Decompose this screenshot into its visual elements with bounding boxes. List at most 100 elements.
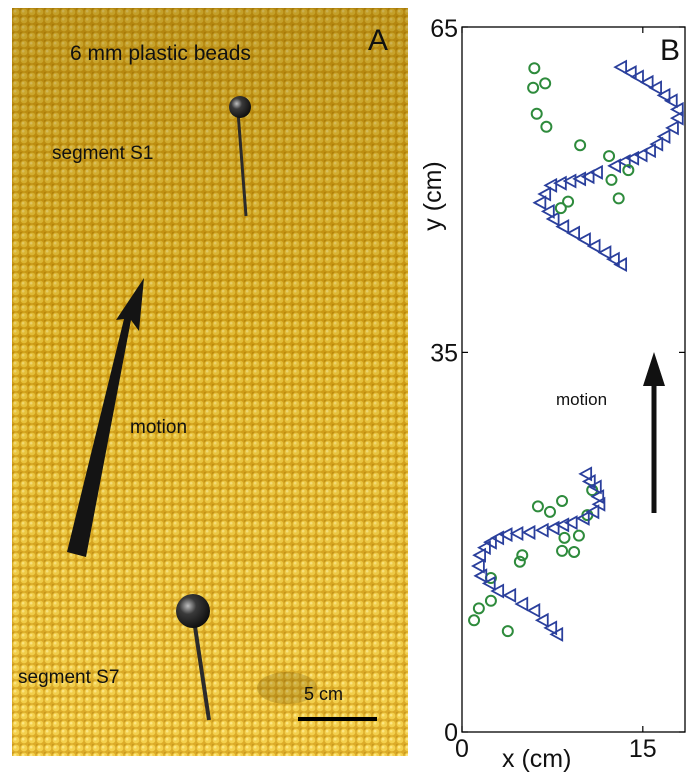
triangle-marker [585, 504, 600, 520]
triangle-marker [490, 583, 505, 599]
triangle-marker [663, 93, 678, 109]
triangle-marker [656, 87, 671, 103]
triangle-marker [472, 547, 486, 563]
triangle-marker [613, 257, 628, 273]
circle-marker [603, 150, 616, 163]
triangle-marker [543, 620, 558, 636]
triangle-marker [514, 596, 529, 612]
triangle-marker [562, 173, 577, 189]
triangle-marker [509, 525, 524, 542]
triangle-marker [590, 489, 605, 505]
triangle-marker [580, 169, 595, 185]
lighting-gradient [12, 8, 408, 756]
triangle-marker [630, 69, 644, 85]
triangle-marker [521, 524, 536, 540]
triangle-marker [473, 568, 488, 584]
panel-a-photo: A 6 mm plastic beads segment S1 motion s… [12, 8, 408, 756]
triangle-marker [586, 238, 601, 254]
triangle-marker [540, 203, 555, 219]
circle-marker [501, 625, 514, 638]
circle-marker [527, 81, 540, 94]
circle-marker [556, 494, 569, 507]
circle-marker [472, 602, 485, 615]
y-tick-label: 65 [430, 15, 458, 43]
pin-s7-shaft [192, 619, 211, 721]
triangle-marker [597, 245, 612, 261]
triangle-marker [502, 587, 517, 603]
photo-title: 6 mm plastic beads [70, 42, 251, 65]
triangle-marker [566, 225, 581, 241]
triangle-marker [669, 110, 684, 126]
circle-marker [558, 531, 571, 544]
triangle-marker [498, 527, 513, 543]
chart-motion-label: motion [556, 390, 607, 409]
triangle-marker [552, 175, 567, 191]
triangle-marker [549, 626, 564, 642]
circle-marker [554, 202, 567, 215]
circle-marker [622, 164, 635, 177]
panel-b-letter: B [660, 34, 680, 67]
circle-marker [516, 549, 529, 562]
circle-marker [540, 120, 553, 133]
circle-marker [484, 594, 497, 607]
label-segment-s1: segment S1 [52, 143, 153, 164]
triangle-marker [545, 520, 560, 536]
label-segment-s7: segment S7 [18, 667, 119, 688]
triangle-marker [665, 120, 679, 136]
panel-a-letter: A [368, 24, 388, 57]
triangle-marker [578, 466, 593, 482]
plot-frame [461, 26, 686, 733]
y-tick-label: 35 [430, 339, 458, 367]
triangle-marker [470, 558, 485, 574]
y-tick-label: 0 [444, 719, 458, 747]
triangle-marker [534, 612, 549, 628]
axis-ticks: 0 35 65 0 15 [430, 15, 685, 763]
triangle-marker [555, 517, 570, 533]
triangle-marker [622, 65, 637, 81]
triangle-marker [572, 171, 587, 187]
triangle-marker [526, 603, 541, 619]
y-axis-label: y (cm) [419, 161, 447, 230]
label-motion-photo: motion [130, 417, 187, 438]
triangle-marker [545, 211, 560, 227]
pin-shadow [257, 672, 317, 704]
x-axis-label: x (cm) [502, 745, 571, 773]
data-markers [468, 59, 684, 642]
circle-marker [528, 62, 541, 75]
triangle-marker [633, 147, 648, 163]
triangle-marker [490, 530, 505, 546]
triangle-marker [656, 129, 671, 145]
circle-marker [572, 529, 585, 542]
bead-photo-svg: A 6 mm plastic beads segment S1 motion s… [12, 8, 408, 756]
triangle-marker [534, 522, 549, 538]
scale-label: 5 cm [304, 684, 343, 704]
circle-marker [530, 107, 543, 120]
triangle-marker [613, 59, 628, 75]
triangle-marker [575, 510, 590, 526]
triangle-marker [642, 143, 656, 159]
circle-marker [568, 545, 581, 558]
pin-s7-head [176, 594, 210, 628]
pin-s1-shaft [236, 111, 248, 217]
triangle-marker [669, 101, 684, 117]
triangle-marker [581, 473, 596, 489]
triangle-marker [648, 80, 662, 96]
pin-s1-head [229, 96, 251, 118]
circle-marker [556, 544, 569, 557]
triangle-marker [587, 479, 602, 495]
triangle-marker [607, 158, 621, 174]
triangle-marker [577, 232, 591, 248]
circle-marker [574, 139, 587, 152]
motion-arrow [67, 278, 144, 557]
triangle-marker [532, 195, 547, 211]
chart-motion-arrow-head [643, 352, 665, 386]
triangle-marker [639, 74, 654, 90]
triangle-marker [563, 515, 578, 531]
circle-marker [562, 195, 575, 208]
x-tick-label: 15 [629, 735, 657, 763]
circle-marker [531, 500, 544, 513]
triangle-marker [625, 150, 640, 166]
triangle-marker [589, 164, 603, 180]
triangle-marker [555, 219, 570, 235]
